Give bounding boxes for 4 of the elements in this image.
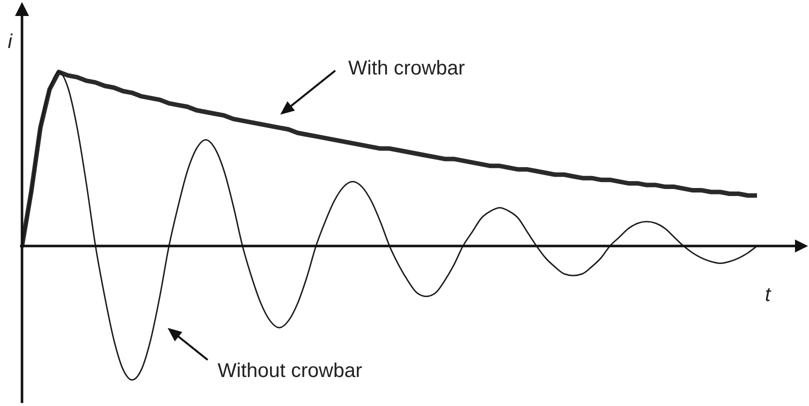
text: With crowbar [348, 58, 466, 80]
x-axis-title: t [765, 284, 772, 306]
text: Without crowbar [218, 360, 362, 382]
y-axis-title: i [8, 31, 13, 53]
